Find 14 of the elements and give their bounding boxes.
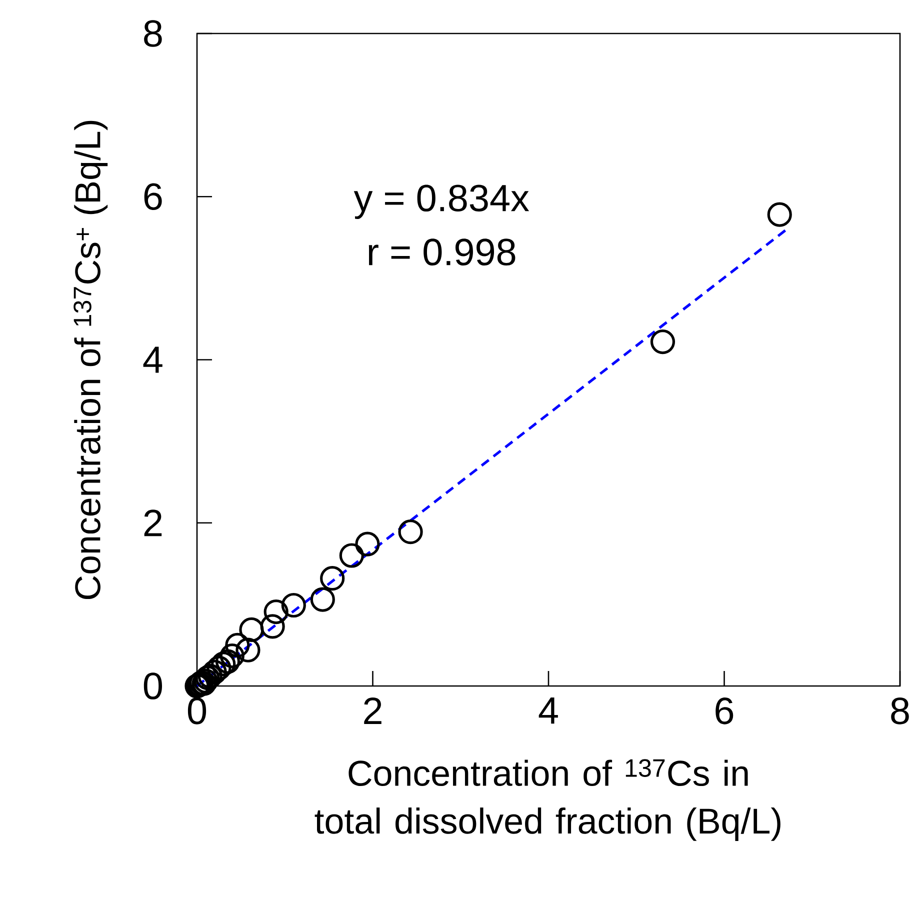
annotation: y = 0.834x: [354, 184, 530, 219]
annotation: r = 0.998: [368, 238, 516, 266]
x-tick-label: 8: [891, 698, 909, 724]
x-tick-label: 0: [188, 698, 206, 724]
y-tick-label: 6: [144, 183, 162, 210]
x-tick-label: 6: [716, 698, 734, 724]
y-tick-label: 2: [144, 510, 162, 536]
y-axis-title: Concentration of $^{137}$Cs$^{+}$ (Bq/L): [74, 120, 108, 599]
x-tick-label: 4: [538, 698, 558, 724]
y-tick-label: 4: [143, 346, 162, 373]
x-axis-title: Concentration of $^{137}$Cs in total dissolved fraction (Bq/L): [314, 759, 780, 841]
y-tick-label: 0: [144, 672, 162, 700]
y-tick-label: 8: [144, 20, 162, 47]
x-tick-label: 2: [364, 698, 382, 724]
